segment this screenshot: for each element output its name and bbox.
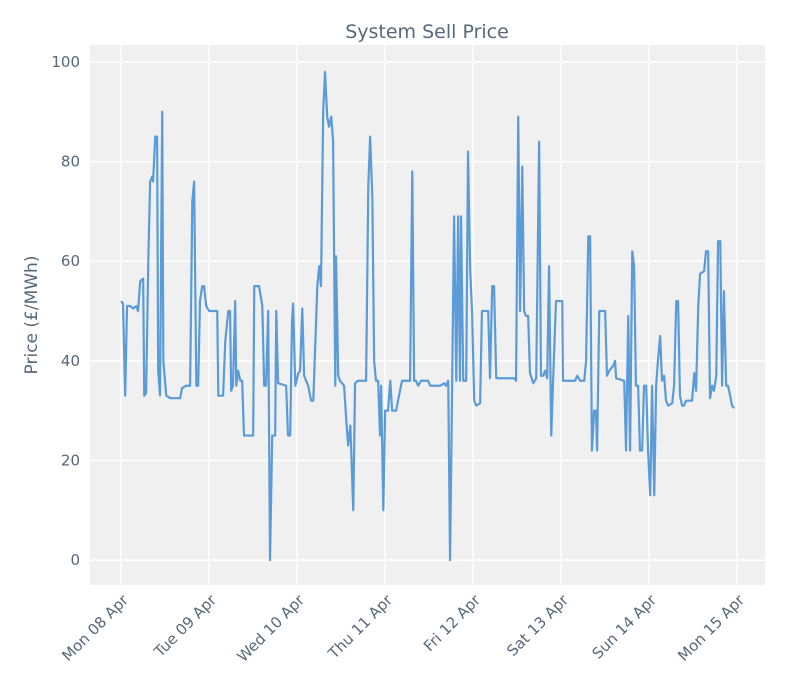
x-tick-label: Fri 12 Apr (420, 591, 485, 656)
y-tick-label: 80 (61, 153, 80, 171)
y-tick-label: 100 (51, 53, 80, 71)
y-tick-label: 0 (70, 551, 80, 569)
y-tick-label: 60 (61, 252, 80, 270)
x-tick-label: Sat 13 Apr (503, 591, 572, 660)
price-line (120, 70, 736, 562)
plot-area (90, 45, 765, 585)
x-tick-label: Mon 08 Apr (58, 591, 132, 665)
y-tick-label: 40 (61, 352, 80, 370)
x-tick-label: Wed 10 Apr (234, 591, 309, 666)
y-tick-label: 20 (61, 451, 80, 469)
x-tick-label: Sun 14 Apr (588, 591, 660, 663)
y-axis-label: Price (£/MWh) (22, 256, 42, 375)
x-tick-label: Mon 15 Apr (674, 591, 748, 665)
x-tick-label: Thu 11 Apr (324, 591, 397, 664)
x-tick-label: Tue 09 Apr (150, 591, 221, 662)
chart-title: System Sell Price (345, 21, 509, 43)
